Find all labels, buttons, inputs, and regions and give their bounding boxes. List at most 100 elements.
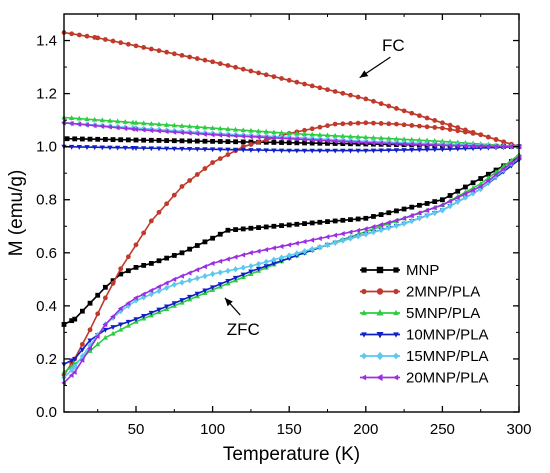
data-point	[95, 35, 101, 41]
series-line	[63, 156, 520, 379]
data-point	[286, 136, 292, 142]
data-point	[348, 217, 353, 223]
data-point	[248, 68, 254, 74]
data-point	[462, 184, 468, 190]
data-point	[447, 198, 452, 204]
data-point	[408, 141, 414, 147]
data-point	[409, 110, 415, 116]
x-tick-label: 50	[128, 421, 145, 438]
y-axis-title: M (emu/g)	[6, 170, 27, 257]
data-point	[370, 226, 377, 231]
data-point	[110, 313, 115, 320]
data-point	[102, 284, 108, 290]
data-point	[339, 138, 345, 145]
data-point	[309, 126, 315, 132]
data-point	[164, 146, 170, 152]
data-point	[393, 217, 399, 224]
data-point	[118, 40, 124, 46]
data-point	[141, 263, 147, 268]
data-point	[141, 137, 147, 143]
data-point	[324, 148, 331, 154]
data-point	[248, 269, 254, 275]
data-point	[271, 148, 277, 154]
data-point	[240, 139, 246, 145]
data-point	[94, 333, 100, 340]
data-point	[325, 219, 330, 225]
data-point	[271, 135, 276, 141]
data-point	[432, 125, 438, 130]
data-point	[202, 131, 207, 137]
data-point	[164, 49, 170, 55]
data-point	[309, 237, 315, 243]
data-point	[72, 136, 78, 142]
data-point	[187, 178, 193, 183]
data-point	[462, 143, 468, 149]
data-point	[76, 121, 82, 127]
legend-label: 10MNP/PLA	[406, 327, 489, 344]
data-point	[324, 138, 330, 144]
data-point	[186, 277, 193, 284]
legend-item: 10MNP/PLA	[360, 327, 489, 344]
data-point	[317, 148, 323, 154]
data-point	[240, 252, 246, 258]
data-point	[232, 254, 238, 260]
data-point	[355, 120, 361, 126]
legend-marker	[376, 309, 384, 316]
data-point	[133, 137, 139, 143]
data-point	[248, 250, 253, 256]
data-point	[408, 213, 414, 219]
data-point	[248, 148, 254, 153]
data-point	[209, 132, 215, 138]
y-tick-label: 0.8	[36, 192, 57, 209]
plot-layer	[61, 30, 522, 386]
data-point	[76, 115, 82, 121]
data-point	[378, 222, 384, 228]
legend-marker	[376, 288, 384, 295]
data-point	[171, 301, 177, 307]
data-point	[95, 341, 101, 347]
data-point	[293, 136, 299, 142]
data-point	[202, 263, 207, 270]
data-point	[148, 218, 154, 224]
x-axis-title: Temperature (K)	[223, 444, 360, 465]
data-point	[424, 207, 430, 213]
data-point	[72, 363, 78, 371]
data-point	[401, 122, 407, 128]
data-point	[68, 120, 74, 127]
data-point	[179, 250, 185, 256]
data-point	[79, 353, 86, 360]
data-point	[69, 358, 75, 364]
data-point	[118, 322, 124, 328]
data-point	[271, 256, 277, 263]
data-point	[301, 239, 307, 245]
data-point	[91, 116, 98, 122]
data-point	[302, 221, 307, 227]
data-point	[248, 142, 254, 147]
data-point	[286, 140, 292, 146]
data-point	[271, 245, 276, 251]
data-point	[278, 258, 285, 264]
data-point	[378, 140, 384, 146]
data-point	[156, 138, 162, 143]
data-point	[72, 316, 78, 322]
data-point	[217, 61, 223, 67]
data-point	[394, 106, 399, 111]
data-point	[370, 140, 376, 146]
data-point	[401, 220, 407, 227]
data-point	[340, 121, 346, 127]
data-point	[485, 177, 491, 184]
data-point	[118, 326, 124, 332]
data-point	[202, 166, 208, 171]
data-point	[217, 282, 223, 287]
data-point	[286, 222, 292, 228]
data-point	[84, 33, 90, 39]
data-point	[447, 193, 453, 198]
data-point	[87, 338, 93, 344]
data-point	[71, 369, 77, 375]
data-point	[91, 122, 97, 129]
legend-marker	[361, 309, 367, 316]
data-point	[279, 223, 284, 229]
data-point	[340, 133, 346, 139]
annotation-arrowhead	[224, 297, 233, 307]
